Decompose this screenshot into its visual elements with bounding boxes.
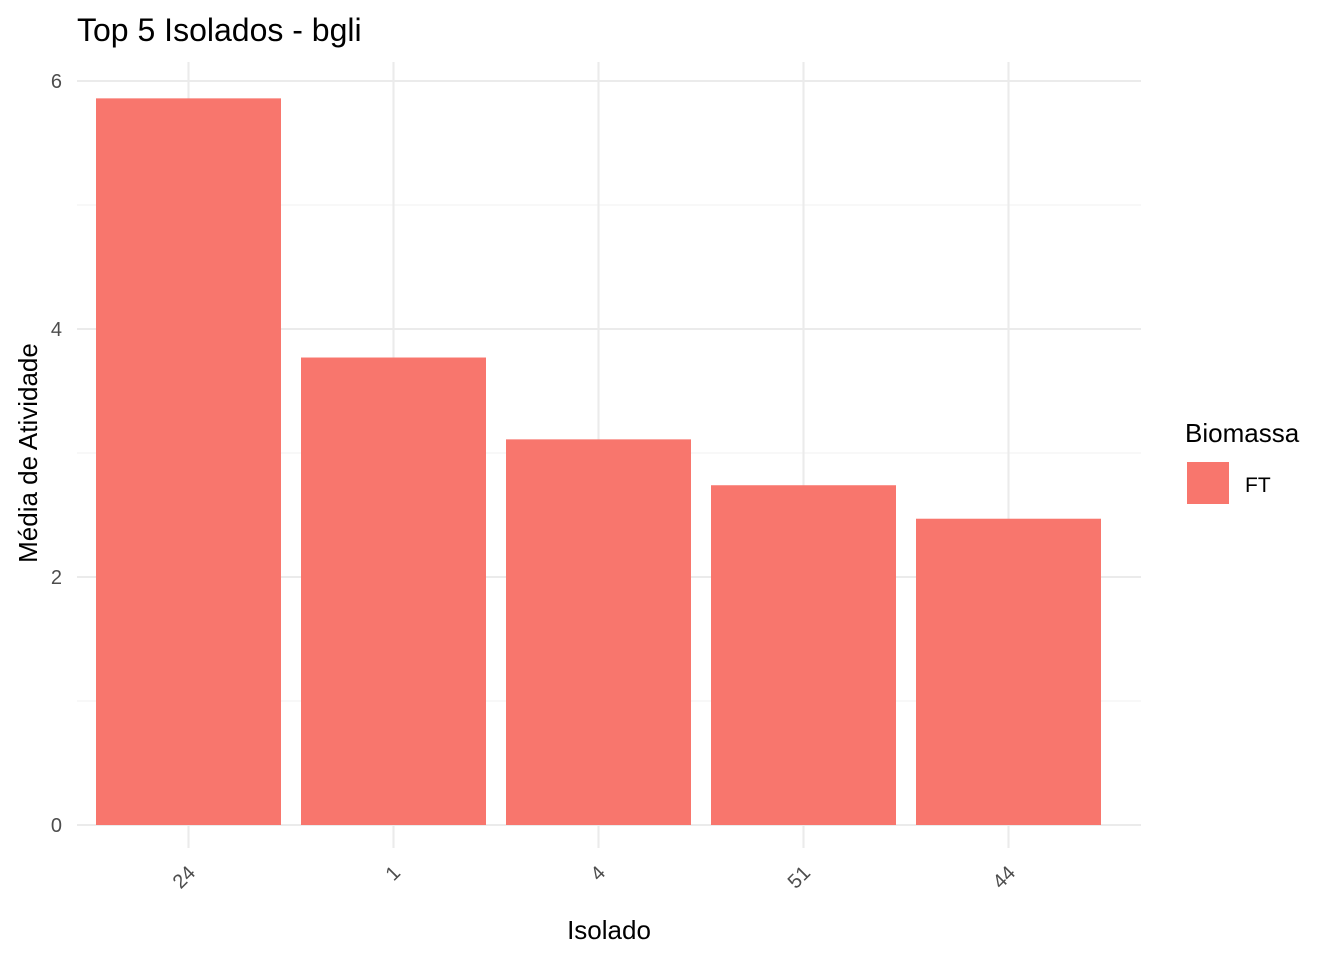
bar-1 [301, 357, 486, 825]
y-tick-label: 6 [51, 71, 62, 93]
y-tick-label: 2 [51, 567, 62, 589]
x-tick-label: 51 [784, 862, 815, 893]
legend-title: Biomassa [1185, 418, 1300, 448]
bar-24 [96, 98, 281, 826]
bar-51 [711, 485, 896, 825]
chart-title: Top 5 Isolados - bgli [77, 12, 362, 48]
y-tick-label: 4 [51, 319, 62, 341]
x-tick-label: 4 [587, 862, 610, 885]
y-axis-title: Média de Atividade [13, 343, 43, 563]
x-tick-label: 1 [382, 862, 405, 885]
x-axis-ticks: 24 1 4 51 44 [169, 862, 1020, 893]
bars [96, 98, 1101, 826]
legend-label-ft: FT [1245, 474, 1271, 497]
legend-key-ft [1187, 462, 1229, 504]
legend: Biomassa FT [1185, 418, 1300, 504]
bar-4 [506, 439, 691, 825]
x-axis-title: Isolado [567, 915, 651, 945]
bar-44 [916, 518, 1101, 825]
x-tick-label: 24 [169, 862, 200, 893]
x-tick-label: 44 [989, 862, 1020, 893]
y-tick-label: 0 [51, 815, 62, 837]
y-axis-ticks: 0 2 4 6 [51, 71, 62, 837]
